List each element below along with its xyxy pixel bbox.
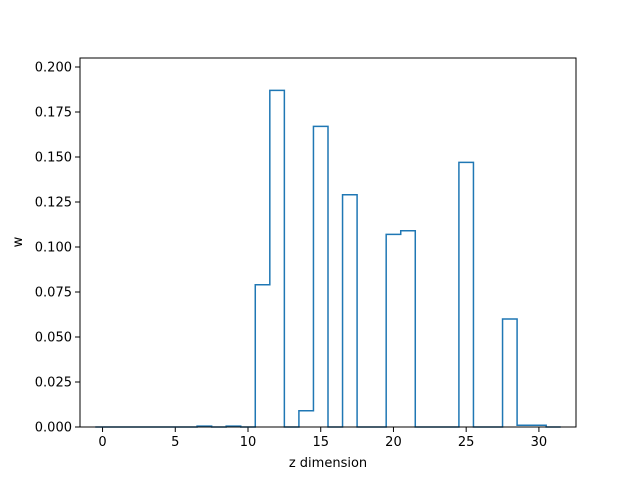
- x-tick-label: 20: [385, 435, 402, 450]
- y-tick-label: 0.175: [35, 106, 72, 121]
- plot-frame: [79, 57, 577, 428]
- y-tick-label: 0.200: [35, 61, 72, 76]
- x-tick-label: 5: [171, 435, 179, 450]
- x-tick-label: 15: [312, 435, 329, 450]
- y-tick-label: 0.000: [35, 421, 72, 436]
- y-tick-label: 0.025: [35, 376, 72, 391]
- x-tick-label: 0: [98, 435, 106, 450]
- y-tick-label: 0.100: [35, 241, 72, 256]
- x-tick-label: 10: [240, 435, 257, 450]
- y-axis-label: w: [11, 236, 26, 247]
- y-tick-label: 0.125: [35, 196, 72, 211]
- axis-ticks: 0 5 10 15 20 25 30 0.000 0.025 0.050 0.075 0.100 0.1…: [35, 61, 547, 451]
- x-axis-label: z dimension: [289, 456, 367, 471]
- x-tick-label: 25: [458, 435, 475, 450]
- x-tick-label: 30: [531, 435, 548, 450]
- y-tick-label: 0.150: [35, 151, 72, 166]
- y-tick-label: 0.050: [35, 331, 72, 346]
- y-tick-label: 0.075: [35, 286, 72, 301]
